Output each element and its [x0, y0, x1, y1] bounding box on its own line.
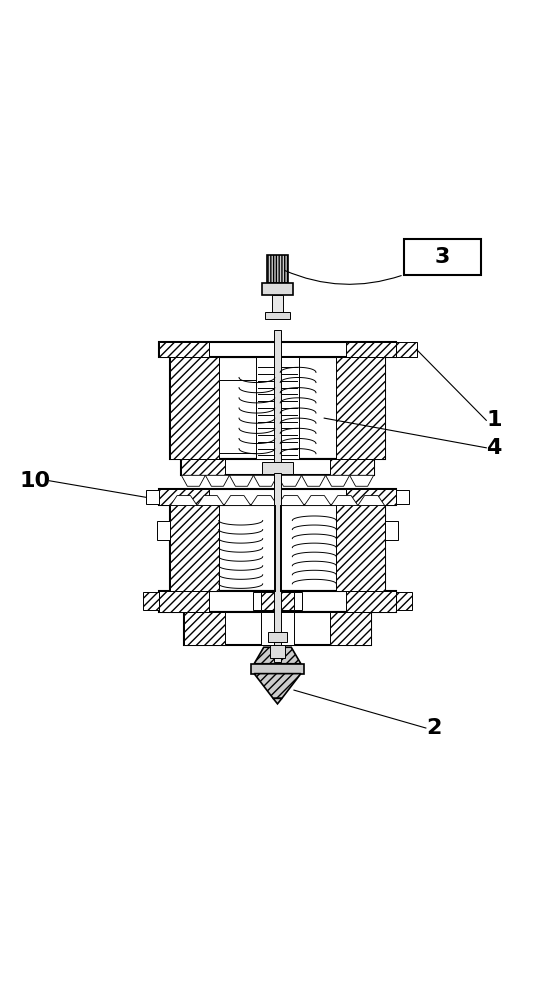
Bar	[170, 505, 385, 591]
Bar	[330, 612, 371, 645]
Polygon shape	[205, 475, 229, 486]
Polygon shape	[350, 475, 374, 486]
Bar	[330, 459, 374, 475]
Bar	[385, 521, 398, 540]
Polygon shape	[301, 475, 326, 486]
Bar	[143, 592, 159, 610]
Bar	[170, 505, 219, 591]
Bar	[157, 521, 170, 540]
Bar	[346, 489, 396, 505]
Bar	[251, 664, 304, 674]
Bar	[159, 342, 396, 357]
Bar	[184, 612, 225, 645]
Bar	[336, 505, 385, 591]
Text: 10: 10	[19, 471, 51, 491]
Bar	[262, 283, 293, 295]
Bar	[219, 380, 276, 453]
Text: 3: 3	[435, 247, 450, 267]
Bar	[159, 591, 209, 612]
Polygon shape	[278, 475, 301, 486]
Bar	[396, 490, 410, 504]
Bar	[184, 612, 371, 645]
Bar	[396, 342, 416, 357]
Polygon shape	[254, 475, 278, 486]
Bar	[261, 592, 294, 610]
Polygon shape	[278, 496, 304, 505]
Polygon shape	[358, 496, 385, 505]
Bar	[268, 632, 287, 642]
Bar	[170, 357, 385, 459]
Polygon shape	[331, 496, 358, 505]
Polygon shape	[254, 647, 301, 664]
Text: 4: 4	[486, 438, 502, 458]
Polygon shape	[254, 674, 301, 698]
Bar	[274, 330, 281, 486]
Polygon shape	[304, 496, 331, 505]
Text: 1: 1	[486, 410, 502, 430]
Bar	[404, 239, 481, 275]
Bar	[272, 295, 283, 312]
Bar	[159, 489, 396, 505]
Bar	[336, 357, 385, 459]
Polygon shape	[224, 496, 251, 505]
Polygon shape	[326, 475, 350, 486]
Bar	[270, 645, 285, 658]
Bar	[265, 312, 290, 319]
Bar	[253, 592, 302, 610]
Bar	[181, 459, 374, 475]
Bar	[159, 489, 209, 505]
Polygon shape	[197, 496, 224, 505]
Bar	[396, 592, 412, 610]
Bar	[170, 357, 219, 459]
Bar	[261, 612, 294, 645]
Bar	[255, 357, 300, 459]
Bar	[181, 459, 225, 475]
Bar	[263, 462, 292, 474]
Polygon shape	[181, 475, 205, 486]
Bar	[267, 255, 288, 283]
Polygon shape	[273, 698, 282, 704]
Polygon shape	[251, 496, 278, 505]
Bar	[274, 473, 281, 662]
Bar	[346, 342, 396, 357]
Bar	[159, 342, 209, 357]
Bar	[159, 591, 396, 612]
Polygon shape	[170, 496, 197, 505]
Polygon shape	[229, 475, 254, 486]
Text: 2: 2	[426, 718, 441, 738]
Bar	[346, 591, 396, 612]
Bar	[145, 490, 159, 504]
